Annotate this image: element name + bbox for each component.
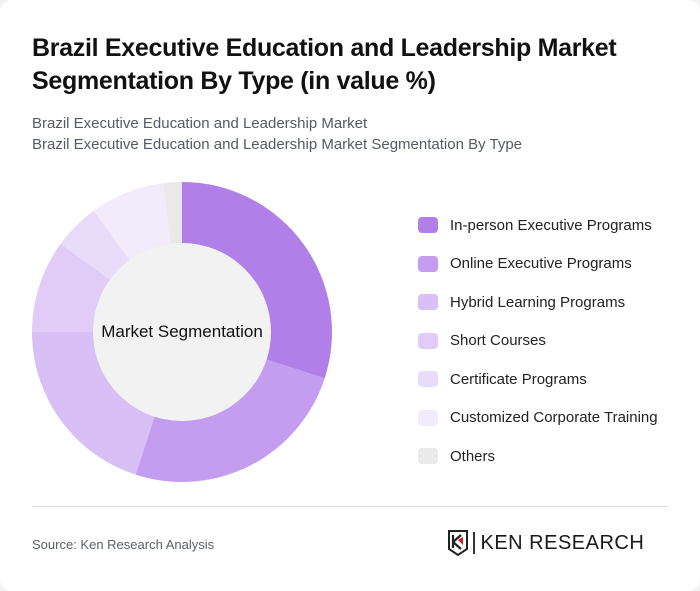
legend: In-person Executive Programs Online Execu…: [418, 206, 658, 476]
subtitle-line-1: Brazil Executive Education and Leadershi…: [32, 115, 368, 132]
legend-swatch-icon: [418, 294, 438, 311]
chart-subtitle: Brazil Executive Education and Leadershi…: [32, 113, 672, 155]
donut-slice-customized-corporate-training[interactable]: [93, 183, 171, 261]
legend-swatch-icon: [418, 371, 438, 388]
legend-item[interactable]: Others: [418, 437, 658, 476]
legend-swatch-icon: [418, 255, 438, 272]
donut-hole: [93, 243, 271, 421]
logo-separator: [473, 532, 475, 554]
legend-swatch-icon: [418, 409, 438, 426]
legend-swatch-icon: [418, 448, 438, 465]
donut-slice-hybrid-learning-programs[interactable]: [32, 332, 155, 475]
footer-divider: [32, 506, 668, 507]
ken-research-logo-icon: [448, 530, 468, 556]
logo-text: KEN RESEARCH: [480, 531, 645, 554]
legend-item[interactable]: Certificate Programs: [418, 360, 658, 399]
chart-title: Brazil Executive Education and Leadershi…: [32, 34, 617, 95]
donut-slice-in-person-executive-programs[interactable]: [182, 182, 333, 379]
ken-research-logo: KEN RESEARCH: [447, 530, 644, 556]
subtitle-line-2: Brazil Executive Education and Leadershi…: [32, 136, 523, 153]
legend-label: Hybrid Learning Programs: [450, 293, 626, 311]
donut-slice-online-executive-programs[interactable]: [135, 359, 325, 482]
donut-slice-others[interactable]: [163, 182, 182, 245]
legend-label: Online Executive Programs: [450, 255, 632, 273]
donut-chart: [32, 182, 333, 482]
legend-label: Others: [450, 447, 496, 465]
legend-item[interactable]: Hybrid Learning Programs: [418, 283, 658, 322]
donut-slice-short-courses[interactable]: [32, 243, 111, 332]
legend-item[interactable]: Short Courses: [418, 322, 658, 361]
donut-slice-certificate-programs[interactable]: [60, 210, 131, 281]
legend-label: Short Courses: [450, 332, 546, 350]
legend-swatch-icon: [418, 332, 438, 349]
legend-swatch-icon: [418, 217, 438, 234]
legend-label: Customized Corporate Training: [450, 409, 658, 427]
legend-label: In-person Executive Programs: [450, 216, 652, 234]
legend-item[interactable]: Customized Corporate Training: [418, 399, 658, 438]
legend-label: Certificate Programs: [450, 370, 587, 388]
legend-item[interactable]: Online Executive Programs: [418, 245, 658, 284]
source-text: Source: Ken Research Analysis: [32, 537, 215, 552]
legend-item[interactable]: In-person Executive Programs: [418, 206, 658, 245]
